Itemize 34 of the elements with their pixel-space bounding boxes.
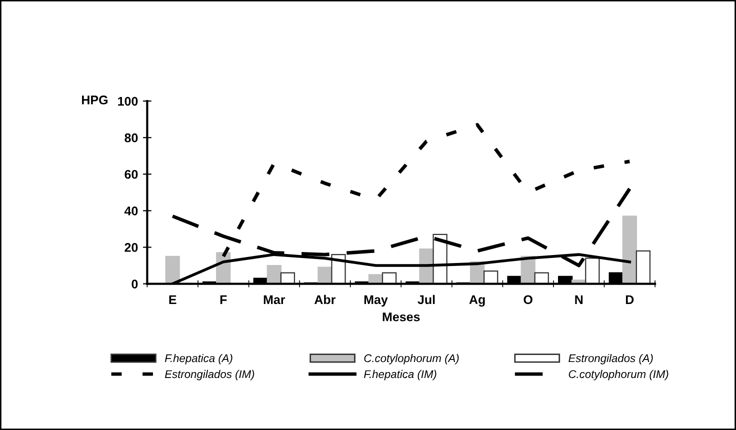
x-tick-label: Abr	[314, 294, 336, 304]
bar	[382, 272, 397, 284]
legend-label: F.hepatica (IM)	[364, 370, 436, 380]
bar	[266, 264, 282, 284]
legend-label: Estrongilados (A)	[568, 354, 653, 364]
x-axis-title: Meses	[382, 312, 420, 322]
legend-label: F.hepatica (A)	[164, 354, 232, 364]
bar	[585, 258, 600, 284]
y-tick-label: 80	[124, 133, 138, 142]
bar	[280, 272, 296, 284]
x-tick-label: F	[220, 295, 227, 304]
y-tick-label: 20	[124, 243, 138, 252]
x-tick-label: E	[169, 295, 176, 304]
x-tick-label: Jul	[418, 294, 435, 304]
bar	[165, 256, 180, 284]
x-tick-label: O	[524, 295, 532, 304]
bar	[622, 216, 637, 284]
x-tick-label: Mar	[264, 295, 286, 304]
y-tick-label: 0	[132, 280, 138, 288]
x-tick-label: N	[575, 295, 583, 304]
bar	[534, 272, 549, 284]
y-tick-label: 100	[118, 96, 138, 106]
y-tick-label: 40	[124, 206, 138, 216]
legend-label: C.cotylophorum (IM)	[568, 370, 668, 380]
bar	[484, 270, 498, 284]
y-tick-label: 60	[124, 170, 138, 179]
legend-label: Estrongilados (IM)	[164, 370, 254, 380]
y-axis-title: HPG	[82, 96, 108, 104]
x-tick-label: D	[626, 295, 634, 304]
legend-label: C.cotylophorum (A)	[364, 354, 459, 364]
bar	[331, 254, 346, 284]
x-tick-label: Ag	[469, 295, 485, 307]
bar	[636, 250, 651, 284]
x-tick-label: May	[364, 295, 388, 307]
